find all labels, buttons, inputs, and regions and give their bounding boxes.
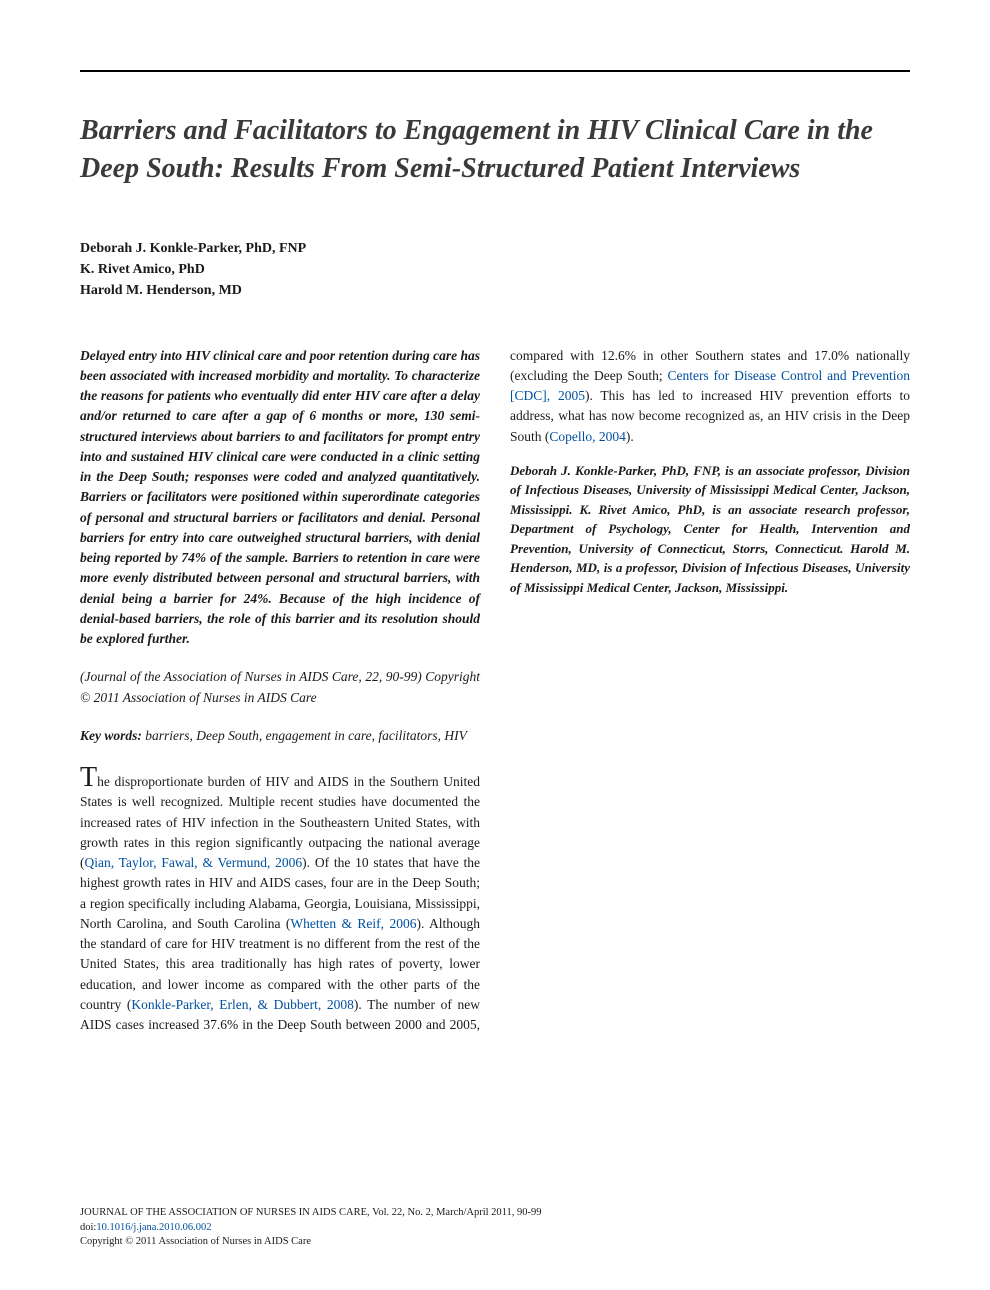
doi-prefix: doi:: [80, 1222, 96, 1233]
citation-link-5[interactable]: Copello, 2004: [549, 429, 626, 444]
article-title: Barriers and Facilitators to Engagement …: [80, 112, 910, 188]
journal-citation: (Journal of the Association of Nurses in…: [80, 667, 480, 708]
citation-link-3[interactable]: Konkle-Parker, Erlen, & Dubbert, 2008: [131, 997, 354, 1012]
keywords-label: Key words:: [80, 728, 142, 743]
doi-link[interactable]: 10.1016/j.jana.2010.06.002: [96, 1222, 211, 1233]
abstract: Delayed entry into HIV clinical care and…: [80, 346, 480, 650]
footer-doi-line: doi:10.1016/j.jana.2010.06.002: [80, 1221, 910, 1236]
keywords-list: barriers, Deep South, engagement in care…: [142, 728, 467, 743]
footer-copyright: Copyright © 2011 Association of Nurses i…: [80, 1235, 910, 1250]
citation-link-1[interactable]: Qian, Taylor, Fawal, & Vermund, 2006: [85, 855, 303, 870]
top-rule: [80, 70, 910, 72]
footer-journal-line: JOURNAL OF THE ASSOCIATION OF NURSES IN …: [80, 1206, 910, 1221]
author-3: Harold M. Henderson, MD: [80, 280, 910, 301]
author-1: Deborah J. Konkle-Parker, PhD, FNP: [80, 238, 910, 259]
authors-block: Deborah J. Konkle-Parker, PhD, FNP K. Ri…: [80, 238, 910, 301]
two-column-body: Delayed entry into HIV clinical care and…: [80, 346, 910, 1046]
author-2: K. Rivet Amico, PhD: [80, 259, 910, 280]
page-footer: JOURNAL OF THE ASSOCIATION OF NURSES IN …: [80, 1206, 910, 1250]
keywords: Key words: barriers, Deep South, engagem…: [80, 726, 480, 746]
author-bio: Deborah J. Konkle-Parker, PhD, FNP, is a…: [510, 461, 910, 598]
citation-link-2[interactable]: Whetten & Reif, 2006: [290, 916, 416, 931]
dropcap: T: [80, 762, 97, 793]
body-text-1f: ).: [626, 429, 634, 444]
